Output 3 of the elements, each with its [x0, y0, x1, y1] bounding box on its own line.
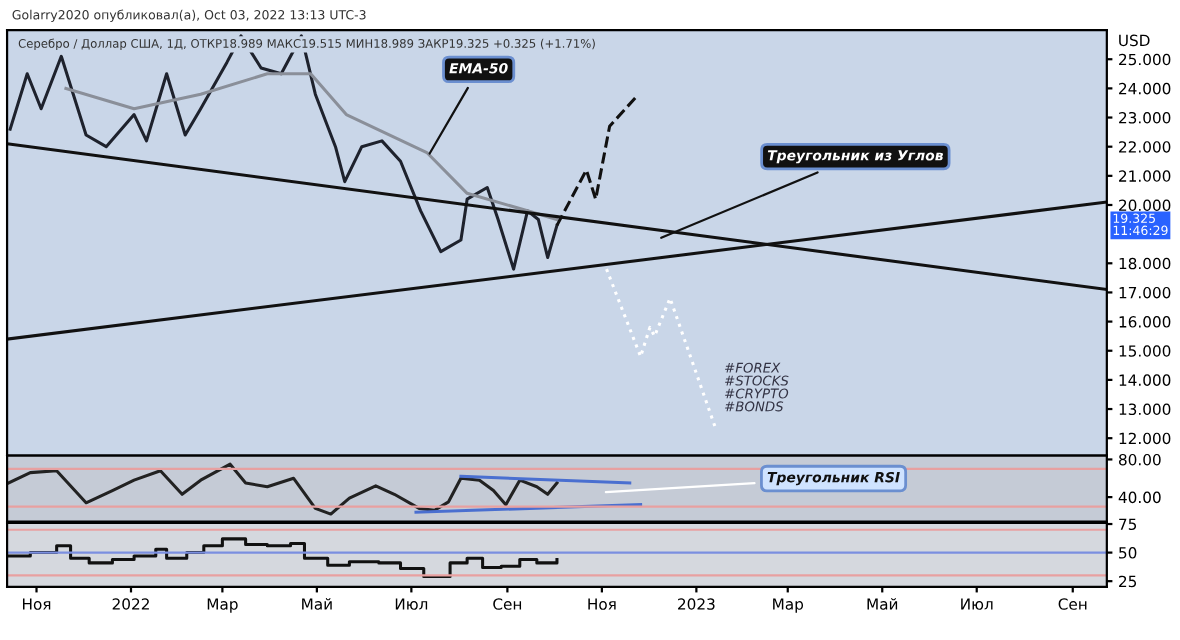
line-series: [7, 462, 559, 516]
line-series: [64, 72, 559, 222]
line-series: [605, 267, 717, 429]
